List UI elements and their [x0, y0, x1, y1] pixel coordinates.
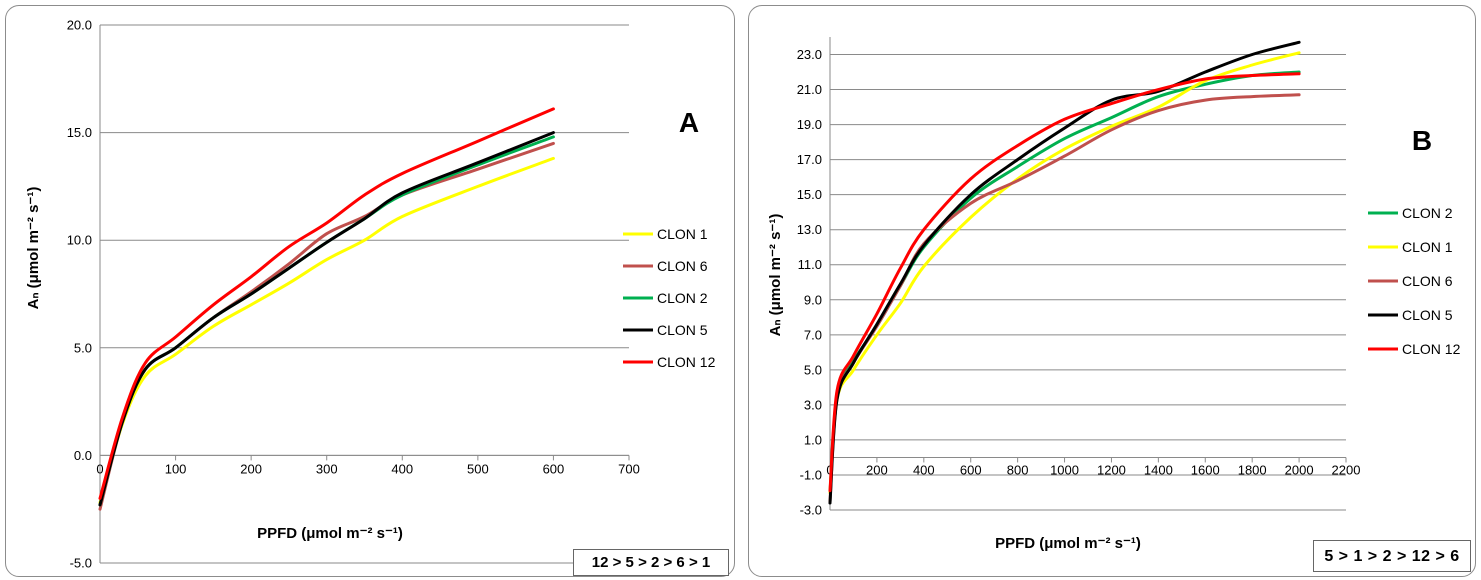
chart-1-legend-label: CLON 2 [1402, 205, 1453, 221]
chart-1-y-tick-label: 3.0 [804, 397, 822, 412]
chart-1-x-tick-label: 1000 [1050, 462, 1079, 477]
chart-0-x-tick-label: 0 [96, 461, 103, 476]
chart-1-y-tick-label: 23.0 [797, 47, 822, 62]
chart-1-x-tick-label: 1200 [1097, 462, 1126, 477]
chart-0-x-axis-label: PPFD (μmol m⁻² s⁻¹) [257, 525, 403, 542]
chart-0-legend-label: CLON 12 [657, 354, 716, 370]
chart-1-y-tick-label: 17.0 [797, 152, 822, 167]
chart-0-x-tick-label: 400 [391, 461, 413, 476]
chart-1-x-tick-label: 200 [866, 462, 888, 477]
chart-0-legend-label: CLON 2 [657, 290, 708, 306]
chart-panel-a [5, 5, 735, 577]
chart-1-x-tick-label: 400 [913, 462, 935, 477]
chart-1-y-tick-label: 21.0 [797, 82, 822, 97]
chart-0-x-tick-label: 600 [543, 461, 565, 476]
chart-0-legend-label: CLON 5 [657, 322, 708, 338]
chart-1-x-tick-label: 800 [1007, 462, 1029, 477]
chart-0-y-tick-label: -5.0 [70, 556, 92, 571]
chart-1-y-tick-label: 9.0 [804, 292, 822, 307]
chart-1-legend-label: CLON 1 [1402, 239, 1453, 255]
chart-1-y-tick-label: 13.0 [797, 222, 822, 237]
chart-1-y-tick-label: 15.0 [797, 187, 822, 202]
chart-0-x-tick-label: 300 [316, 461, 338, 476]
chart-1-legend-label: CLON 5 [1402, 307, 1453, 323]
chart-1-legend-label: CLON 12 [1402, 341, 1461, 357]
chart-0-y-axis-label: Aₙ (μmol m⁻² s⁻¹) [25, 187, 42, 310]
chart-0-y-tick-label: 5.0 [74, 340, 92, 355]
chart-a-svg: -5.0 0.0 5.0 10.0 15.0 20.0 0 100 200 300 400 500 60… [25, 18, 716, 571]
chart-1-y-tick-label: -1.0 [800, 467, 822, 482]
chart-0-y-tick-label: 20.0 [67, 18, 92, 33]
chart-1-x-tick-label: 600 [960, 462, 982, 477]
chart-1-y-tick-label: -3.0 [800, 503, 822, 518]
chart-0-series-line-clon-5 [98, 131, 555, 507]
chart-0-x-tick-label: 500 [467, 461, 489, 476]
chart-0-x-tick-label: 200 [240, 461, 262, 476]
chart-0-legend-label: CLON 1 [657, 226, 708, 242]
chart-1-legend-label: CLON 6 [1402, 273, 1453, 289]
chart-1-series-line-clon-5 [828, 40, 1301, 505]
chart-1-x-tick-label: 2000 [1285, 462, 1314, 477]
chart-0-x-tick-label: 700 [618, 461, 640, 476]
chart-1-x-axis-label: PPFD (μmol m⁻² s⁻¹) [995, 535, 1141, 552]
chart-0-series-line-clon-12 [98, 107, 555, 500]
chart-1-series-line-clon-12 [828, 72, 1301, 493]
chart-1-y-axis-label: Aₙ (μmol m⁻² s⁻¹) [767, 214, 784, 337]
chart-1-y-tick-label: 7.0 [804, 327, 822, 342]
chart-1-y-tick-label: 19.0 [797, 117, 822, 132]
ranking-box-b: 5 > 1 > 2 > 12 > 6 [1313, 540, 1471, 572]
ranking-box-a: 12 > 5 > 2 > 6 > 1 [573, 549, 729, 576]
chart-0-series-line-clon-1 [98, 156, 555, 505]
chart-1-y-tick-label: 1.0 [804, 432, 822, 447]
chart-1-series-line-clon-1 [828, 51, 1301, 494]
chart-0-legend-label: CLON 6 [657, 258, 708, 274]
chart-1-y-tick-label: 5.0 [804, 362, 822, 377]
chart-0-y-tick-label: 0.0 [74, 448, 92, 463]
chart-1-panel-letter: B [1412, 125, 1432, 156]
chart-1-x-tick-label: 1600 [1191, 462, 1220, 477]
chart-1-x-tick-label: 1400 [1144, 462, 1173, 477]
chart-1-y-tick-label: 11.0 [798, 257, 822, 272]
chart-1-x-tick-label: 2200 [1332, 462, 1361, 477]
chart-0-panel-letter: A [679, 107, 699, 138]
chart-0-y-tick-label: 10.0 [67, 233, 92, 248]
chart-1-x-tick-label: 1800 [1238, 462, 1267, 477]
chart-0-x-tick-label: 100 [165, 461, 187, 476]
chart-0-y-tick-label: 15.0 [67, 125, 92, 140]
